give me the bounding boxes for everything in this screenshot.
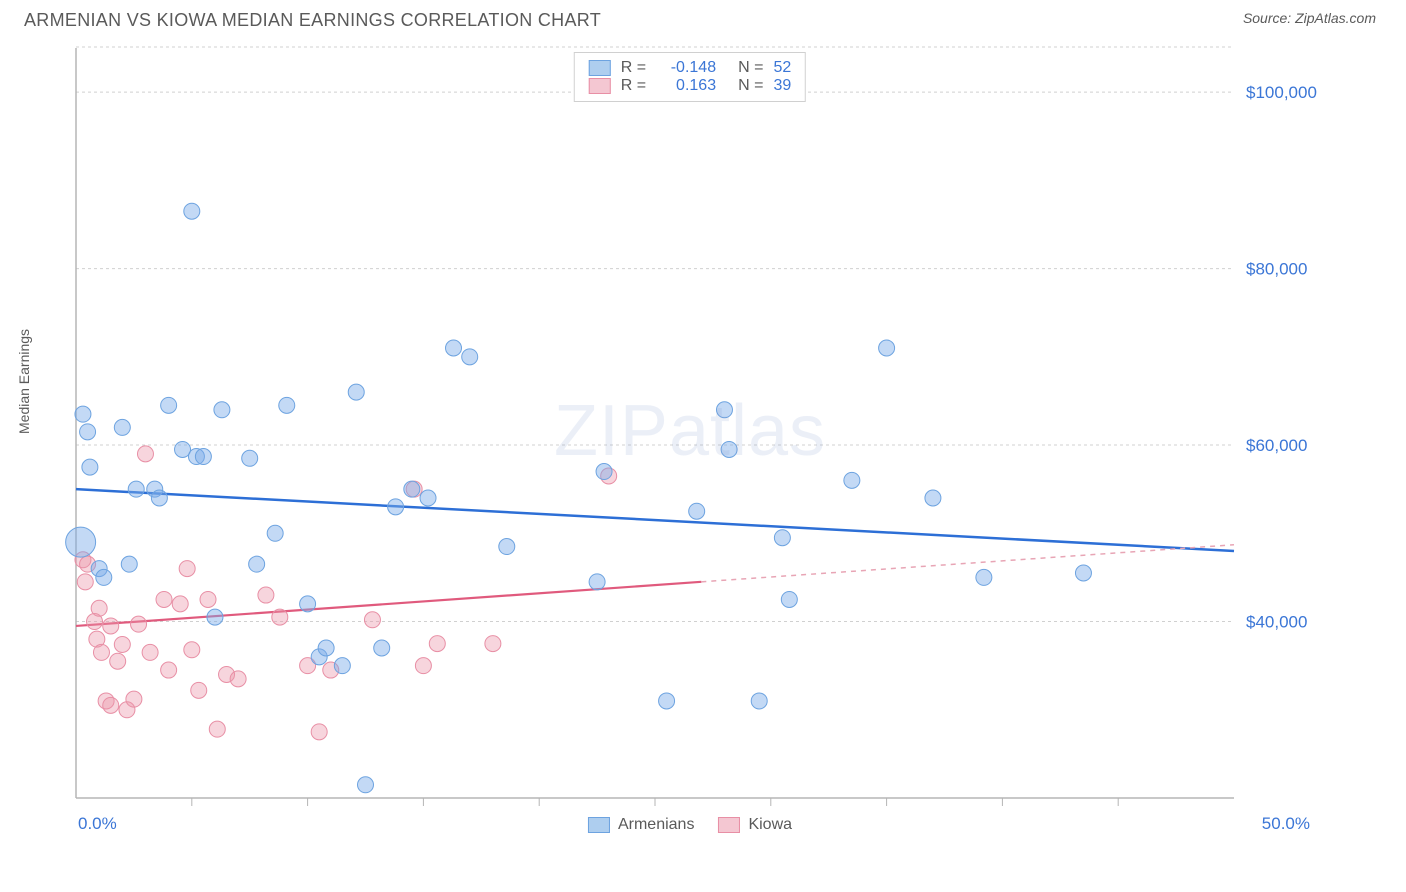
chart-container: Median Earnings ZIPatlas $40,000$60,000$… [30, 44, 1376, 844]
svg-text:$40,000: $40,000 [1246, 613, 1307, 632]
y-axis-label: Median Earnings [16, 329, 32, 434]
legend-swatch-a [589, 60, 611, 76]
n-value-a: 52 [773, 59, 791, 77]
legend-swatch-a-icon [588, 817, 610, 833]
source-label: Source: ZipAtlas.com [1243, 10, 1376, 31]
legend-label-a: Armenians [618, 816, 694, 834]
r-value-b: 0.163 [656, 77, 716, 95]
correlation-legend: R = -0.148 N = 52 R = 0.163 N = 39 [574, 52, 806, 102]
x-axis-max: 50.0% [1262, 814, 1310, 834]
legend-swatch-b-icon [718, 817, 740, 833]
legend-label-b: Kiowa [748, 816, 792, 834]
svg-text:$100,000: $100,000 [1246, 83, 1317, 102]
chart-title: ARMENIAN VS KIOWA MEDIAN EARNINGS CORREL… [24, 10, 601, 31]
r-value-a: -0.148 [656, 59, 716, 77]
series-legend: Armenians Kiowa [588, 816, 792, 834]
svg-text:$80,000: $80,000 [1246, 260, 1307, 279]
x-axis-min: 0.0% [78, 814, 117, 834]
scatter-chart: $40,000 $60,000 $80,000 $100,000 [60, 44, 1320, 834]
legend-swatch-b [589, 78, 611, 94]
n-value-b: 39 [773, 77, 791, 95]
svg-text:$60,000: $60,000 [1246, 436, 1307, 455]
